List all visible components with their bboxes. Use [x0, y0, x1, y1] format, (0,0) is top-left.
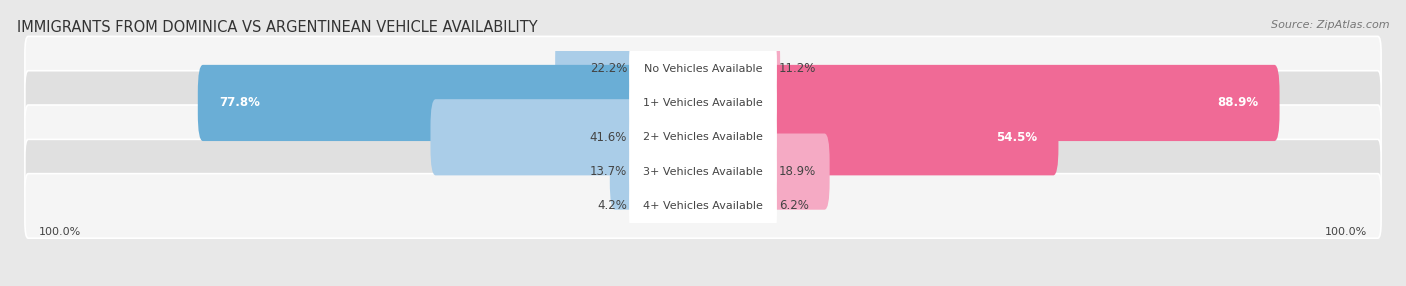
Text: 1+ Vehicles Available: 1+ Vehicles Available: [643, 98, 763, 108]
FancyBboxPatch shape: [610, 134, 709, 210]
FancyBboxPatch shape: [628, 111, 778, 164]
Text: Source: ZipAtlas.com: Source: ZipAtlas.com: [1271, 20, 1389, 30]
Text: IMMIGRANTS FROM DOMINICA VS ARGENTINEAN VEHICLE AVAILABILITY: IMMIGRANTS FROM DOMINICA VS ARGENTINEAN …: [17, 20, 537, 35]
Text: 11.2%: 11.2%: [779, 62, 817, 75]
Text: 54.5%: 54.5%: [995, 131, 1038, 144]
FancyBboxPatch shape: [628, 42, 778, 95]
FancyBboxPatch shape: [628, 180, 778, 232]
Text: 41.6%: 41.6%: [589, 131, 627, 144]
Text: 77.8%: 77.8%: [219, 96, 260, 110]
Text: 2+ Vehicles Available: 2+ Vehicles Available: [643, 132, 763, 142]
FancyBboxPatch shape: [697, 134, 830, 210]
FancyBboxPatch shape: [25, 139, 1381, 204]
Text: 4.2%: 4.2%: [598, 199, 627, 212]
Text: 13.7%: 13.7%: [591, 165, 627, 178]
FancyBboxPatch shape: [25, 71, 1381, 135]
Text: No Vehicles Available: No Vehicles Available: [644, 64, 762, 74]
Text: 22.2%: 22.2%: [589, 62, 627, 75]
FancyBboxPatch shape: [198, 65, 709, 141]
FancyBboxPatch shape: [25, 105, 1381, 170]
FancyBboxPatch shape: [628, 77, 778, 129]
Text: 88.9%: 88.9%: [1218, 96, 1258, 110]
Text: 3+ Vehicles Available: 3+ Vehicles Available: [643, 167, 763, 176]
FancyBboxPatch shape: [697, 168, 748, 244]
FancyBboxPatch shape: [555, 31, 709, 107]
FancyBboxPatch shape: [25, 174, 1381, 238]
FancyBboxPatch shape: [430, 99, 709, 175]
FancyBboxPatch shape: [697, 99, 1059, 175]
FancyBboxPatch shape: [697, 65, 1279, 141]
Text: 4+ Vehicles Available: 4+ Vehicles Available: [643, 201, 763, 211]
FancyBboxPatch shape: [25, 36, 1381, 101]
Text: 6.2%: 6.2%: [779, 199, 808, 212]
FancyBboxPatch shape: [671, 168, 709, 244]
FancyBboxPatch shape: [628, 145, 778, 198]
Text: 18.9%: 18.9%: [779, 165, 815, 178]
FancyBboxPatch shape: [697, 31, 780, 107]
